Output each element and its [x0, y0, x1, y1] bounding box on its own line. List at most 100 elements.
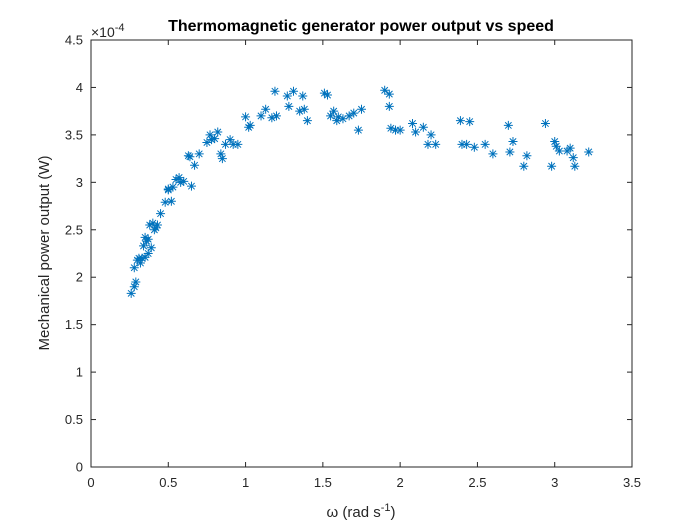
data-point [213, 127, 223, 137]
data-point [457, 139, 467, 149]
data-point [282, 91, 292, 101]
axis-ticks: 0 0.5 1 1.5 2 2.5 3 3.5 0 0.5 1 1.5 2 2.5 3 3.5 4 4.5 [65, 33, 641, 491]
data-point [584, 147, 594, 157]
data-point [333, 112, 343, 122]
data-point [220, 139, 230, 149]
data-point [465, 117, 475, 127]
data-point [329, 106, 339, 116]
data-point [135, 258, 145, 268]
data-point [302, 116, 312, 126]
data-point [194, 149, 204, 159]
data-point [140, 232, 150, 242]
data-point [225, 135, 235, 145]
data-point [349, 108, 359, 118]
data-point [129, 263, 139, 273]
data-point [152, 220, 162, 230]
y-tick-label: 4 [76, 80, 83, 95]
data-point [319, 88, 329, 98]
data-point [207, 135, 217, 145]
x-axis-label: ω (rad s-1) [326, 502, 395, 521]
data-point [411, 127, 421, 137]
data-point [418, 122, 428, 132]
x-tick-label: 1 [242, 475, 249, 490]
data-point [426, 130, 436, 140]
y-tick-label: 1.5 [65, 317, 83, 332]
y-tick-label: 0 [76, 460, 83, 475]
data-point [148, 218, 158, 228]
data-point [332, 116, 342, 126]
data-point [519, 161, 529, 171]
data-point [171, 174, 181, 184]
data-point [384, 89, 394, 99]
x-axis-label-close: ) [391, 504, 396, 521]
data-point [241, 112, 251, 122]
data-point [176, 177, 186, 187]
data-point [469, 142, 479, 152]
plot-area [90, 39, 633, 468]
data-point [126, 288, 136, 298]
data-point [233, 139, 243, 149]
data-point [267, 113, 277, 123]
data-point [480, 139, 490, 149]
data-point [551, 141, 561, 151]
data-point [295, 106, 305, 116]
y-tick-label: 3 [76, 175, 83, 190]
y-exponent: ×10-4 [91, 22, 125, 40]
y-exponent-power: -4 [115, 22, 125, 34]
data-point [568, 153, 578, 163]
data-point [540, 119, 550, 129]
data-point [384, 101, 394, 111]
data-point [288, 86, 298, 96]
data-point [505, 147, 515, 157]
data-point [298, 91, 308, 101]
data-point [353, 125, 363, 135]
data-point [322, 90, 332, 100]
data-point [338, 114, 348, 124]
y-tick-label: 1 [76, 365, 83, 380]
data-point [156, 209, 166, 219]
data-point [455, 116, 465, 126]
data-point [202, 137, 212, 147]
data-point [386, 123, 396, 133]
data-point [261, 104, 271, 114]
x-axis-label-sup: -1 [381, 502, 391, 514]
data-point [326, 111, 336, 121]
data-point [284, 101, 294, 111]
data-point [129, 282, 139, 292]
data-point [174, 173, 184, 183]
y-axis-label: Mechanical power output (W) [36, 155, 53, 350]
data-point [357, 104, 366, 114]
x-tick-label: 3 [551, 475, 558, 490]
y-tick-label: 2 [76, 270, 83, 285]
data-point [395, 125, 405, 135]
data-point [299, 104, 309, 114]
data-point [160, 197, 170, 207]
x-tick-label: 1.5 [314, 475, 332, 490]
data-point [462, 139, 472, 149]
data-point [547, 161, 557, 171]
x-tick-label: 0 [87, 475, 94, 490]
data-point [168, 182, 178, 192]
y-tick-label: 0.5 [65, 412, 83, 427]
data-point [179, 176, 189, 186]
data-point [185, 152, 195, 162]
data-point [139, 241, 149, 251]
chart-title: Thermomagnetic generator power output vs… [168, 18, 554, 35]
data-point [554, 146, 564, 156]
y-tick-label: 2.5 [65, 222, 83, 237]
y-tick-label: 4.5 [65, 33, 83, 48]
data-point [205, 130, 215, 140]
data-point [391, 125, 401, 135]
x-axis-label-base: ω (rad s [326, 504, 380, 521]
data-point [344, 111, 354, 121]
data-point [550, 137, 560, 147]
data-point [137, 253, 147, 263]
data-point [146, 243, 156, 253]
data-point [228, 139, 238, 149]
x-tick-label: 2.5 [468, 475, 486, 490]
data-point [488, 149, 498, 159]
data-point [380, 85, 390, 95]
data-point [423, 139, 433, 149]
data-point [131, 277, 141, 287]
